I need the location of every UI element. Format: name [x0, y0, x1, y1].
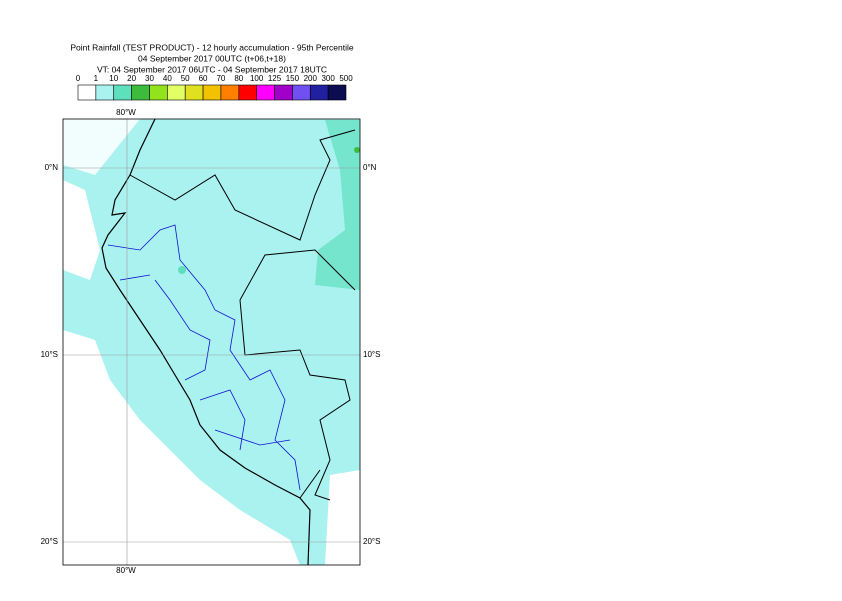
- legend-swatch: [167, 84, 186, 101]
- heavier-rain: [315, 120, 360, 290]
- legend-label: 10: [109, 74, 118, 83]
- heavier-rain: [354, 147, 360, 153]
- dry-area: [63, 330, 300, 565]
- dry-area: [325, 470, 360, 565]
- legend-label: 60: [199, 74, 208, 83]
- title-line: Point Rainfall (TEST PRODUCT) - 12 hourl…: [70, 42, 354, 52]
- legend-swatch: [184, 84, 204, 101]
- legend-label: 1: [94, 74, 99, 83]
- dry-area: [63, 180, 100, 280]
- legend-label: 80: [234, 74, 243, 83]
- legend-label: 30: [145, 74, 154, 83]
- lat-label: 20°S: [41, 537, 58, 546]
- legend-label: 300: [321, 74, 335, 83]
- legend-label: 100: [250, 74, 264, 83]
- legend-swatch: [95, 84, 115, 101]
- legend-swatch: [131, 84, 150, 101]
- map-frame: [62, 118, 361, 566]
- lon-label: 80°W: [116, 566, 136, 575]
- legend-label: 40: [163, 74, 172, 83]
- graticule: [63, 119, 360, 565]
- region-border: [107, 224, 301, 491]
- legend-swatch: [274, 84, 293, 101]
- legend-swatch: [292, 84, 311, 101]
- legend-swatch: [309, 84, 329, 101]
- legend-label: 0: [76, 74, 81, 83]
- legend-label: 500: [339, 74, 353, 83]
- border: [129, 129, 356, 501]
- legend-swatch: [149, 84, 168, 101]
- legend-label: 125: [268, 74, 282, 83]
- lon-label: 80°W: [116, 108, 136, 117]
- legend-swatch: [256, 84, 275, 101]
- legend-swatch: [327, 84, 347, 101]
- map: [63, 119, 360, 565]
- title-line: VT: 04 September 2017 06UTC - 04 Septemb…: [97, 64, 327, 74]
- legend-swatch: [220, 84, 240, 101]
- heavier-rain: [178, 266, 186, 274]
- legend-label: 150: [286, 74, 300, 83]
- legend-swatch: [202, 84, 222, 101]
- legend-swatch: [238, 84, 257, 101]
- legend-label: 200: [304, 74, 318, 83]
- lat-label: 0°N: [363, 163, 377, 172]
- lat-label: 20°S: [363, 537, 380, 546]
- lat-label: 10°S: [41, 350, 58, 359]
- legend-label: 20: [127, 74, 136, 83]
- legend-swatch: [77, 84, 97, 101]
- title: Point Rainfall (TEST PRODUCT) - 12 hourl…: [70, 42, 354, 74]
- legend: 0 1 10 20 30 40 50 60 70 80 100 125 150 200 300 500: [76, 74, 353, 101]
- legend-label: 50: [181, 74, 190, 83]
- lat-label: 0°N: [45, 163, 59, 172]
- dry-area: [63, 119, 140, 175]
- legend-label: 70: [216, 74, 225, 83]
- legend-swatch: [113, 84, 132, 101]
- title-line: 04 September 2017 00UTC (t+06,t+18): [138, 53, 286, 63]
- lat-label: 10°S: [363, 350, 380, 359]
- coastline: [101, 119, 311, 565]
